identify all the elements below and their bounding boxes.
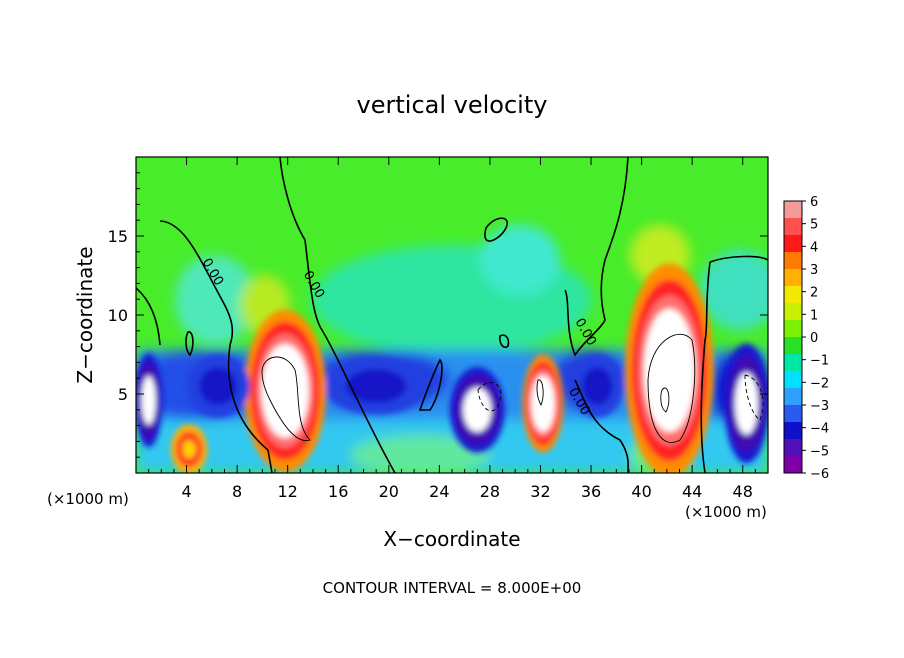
inner-contour-small-right <box>660 387 670 413</box>
x-tick-label: 32 <box>530 482 550 501</box>
colorbar-swatch <box>784 354 802 372</box>
colorbar-swatch <box>784 201 802 219</box>
x-tick-label: 16 <box>328 482 348 501</box>
colorbar-swatch <box>784 371 802 389</box>
x-tick-label: 28 <box>480 482 500 501</box>
x-unit-right: (×1000 m) <box>685 503 767 521</box>
x-unit-left: (×1000 m) <box>47 490 129 508</box>
inner-contour-small-mid <box>536 379 544 407</box>
inner-contour-left-core <box>261 356 311 442</box>
inner-contour-right-core <box>647 334 696 443</box>
inner-contours <box>261 334 764 443</box>
colorbar-label: −1 <box>810 354 829 369</box>
x-tick-label: 12 <box>278 482 298 501</box>
x-tick-label: 24 <box>429 482 449 501</box>
downdraft-7-ring-1 <box>345 369 407 404</box>
colorbar-swatch <box>784 286 802 304</box>
downdraft-8-ring-1 <box>199 367 238 406</box>
updraft-core-0-ring-3 <box>261 344 309 438</box>
chart-title: vertical velocity <box>357 91 548 119</box>
y-axis-label: Z−coordinate <box>73 246 97 383</box>
colorbar-label: 6 <box>810 195 818 210</box>
velocity-cores <box>136 263 768 473</box>
colorbar-swatch <box>784 252 802 270</box>
contour-zero-right-3 <box>700 255 768 473</box>
updraft-core-3-ring-2 <box>182 440 196 459</box>
y-axis-ticks: 5 10 15 <box>108 172 768 458</box>
x-axis-ticks: 4 8 12 16 20 24 28 32 36 40 44 48 <box>148 157 756 501</box>
contour-interval-note: CONTOUR INTERVAL = 8.000E+00 <box>323 579 582 597</box>
colorbar-label: −2 <box>810 376 829 391</box>
colorbar-swatch <box>784 320 802 338</box>
colorbar-label: −3 <box>810 399 829 414</box>
contour-zero-mid <box>418 358 443 411</box>
x-tick-label: 40 <box>631 482 651 501</box>
contour-lines <box>136 157 768 473</box>
field-bottom-green <box>350 435 490 473</box>
colorbar-swatch <box>784 405 802 423</box>
x-tick-label: 44 <box>682 482 702 501</box>
colorbar-label: −4 <box>810 422 829 437</box>
colorbar-label: 0 <box>810 331 818 346</box>
x-tick-label: 8 <box>232 482 242 501</box>
field-teal-right <box>700 250 768 330</box>
inner-contour-dash-1 <box>477 382 502 412</box>
colorbar: 6 5 4 3 2 1 0 −1 −2 −3 −4 −5 −6 <box>783 195 829 482</box>
contour-zero-edge <box>136 287 161 346</box>
contour-zero-right <box>564 157 629 357</box>
updraft-core-2-ring-3 <box>531 375 555 432</box>
downdraft-9-ring-1 <box>582 367 613 406</box>
contour-zero-small-2 <box>185 331 194 357</box>
y-tick-label: 10 <box>108 306 128 325</box>
field-teal-left <box>175 255 255 345</box>
downdraft-core-4-ring-2 <box>463 387 492 432</box>
colorbar-swatch <box>784 235 802 253</box>
contour-zero-left <box>159 220 273 473</box>
contour-zero-upper <box>279 157 396 473</box>
x-tick-label: 36 <box>581 482 601 501</box>
colorbar-label: 4 <box>810 240 818 255</box>
colorbar-swatch <box>784 218 802 236</box>
contour-zero-blob <box>484 217 509 242</box>
x-axis-label: X−coordinate <box>383 527 520 551</box>
colorbar-label: 3 <box>810 263 818 278</box>
colorbar-label: 2 <box>810 286 818 301</box>
field-cyan-zone <box>480 225 560 295</box>
x-tick-label: 48 <box>733 482 753 501</box>
colorbar-label: 1 <box>810 308 818 323</box>
colorbar-swatch <box>784 422 802 440</box>
contour-zero-small <box>499 334 510 349</box>
x-tick-label: 4 <box>181 482 191 501</box>
colorbar-swatch <box>784 388 802 406</box>
updraft-core-1-ring-3 <box>643 308 696 432</box>
y-tick-label: 15 <box>108 227 128 246</box>
downdraft-core-6-ring-2 <box>141 375 156 425</box>
downdraft-core-5-ring-2 <box>735 372 759 435</box>
colorbar-label: −6 <box>810 467 829 482</box>
colorbar-swatch <box>784 439 802 457</box>
colorbar-swatch <box>784 337 802 355</box>
plot-area: 0.00 0.000.000.00 4 8 12 16 20 24 28 32 36 40 44 48 … <box>108 156 769 501</box>
colorbar-label: 5 <box>810 218 818 233</box>
y-tick-label: 5 <box>118 385 128 404</box>
contour-zero-right-2 <box>574 379 629 473</box>
colorbar-swatch <box>784 303 802 321</box>
colorbar-swatch <box>784 456 802 474</box>
colorbar-swatch <box>784 269 802 287</box>
x-tick-label: 20 <box>379 482 399 501</box>
colorbar-label: −5 <box>810 444 829 459</box>
inner-contour-dash-2 <box>744 374 764 421</box>
